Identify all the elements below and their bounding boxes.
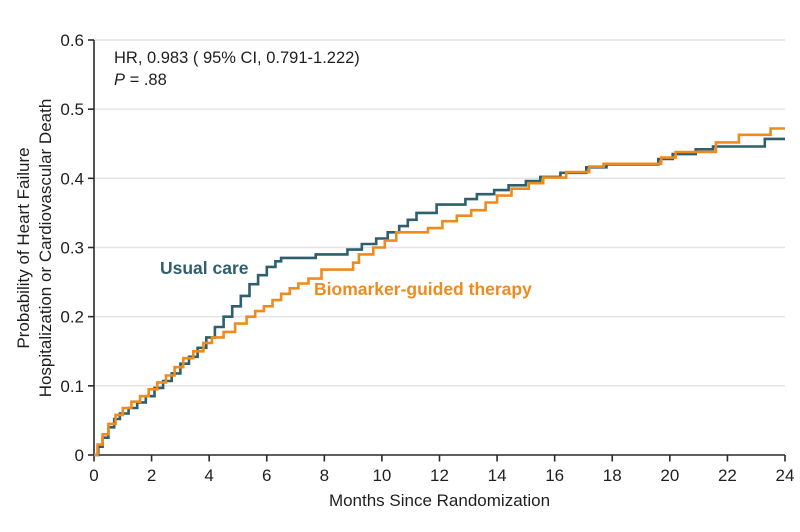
p-value-line: P = .88	[114, 69, 360, 91]
y-tick-label: 0.1	[60, 377, 84, 396]
y-axis-title-line2: Hospitalization or Cardiovascular Death	[36, 98, 55, 398]
p-value: = .88	[125, 71, 167, 89]
x-axis-title: Months Since Randomization	[328, 491, 551, 510]
y-tick-label: 0.5	[60, 100, 84, 119]
x-tick-label: 2	[147, 466, 156, 485]
x-tick-label: 12	[430, 466, 449, 485]
x-tick-label: 18	[603, 466, 622, 485]
y-tick-label: 0.6	[60, 31, 84, 50]
y-tick-label: 0.3	[60, 239, 84, 258]
x-tick-label: 24	[776, 466, 795, 485]
x-tick-label: 8	[320, 466, 329, 485]
y-tick-label: 0	[75, 446, 84, 465]
km-curve-biomarker-guided	[94, 127, 785, 457]
x-tick-label: 16	[545, 466, 564, 485]
x-tick-label: 10	[372, 466, 391, 485]
x-tick-label: 22	[718, 466, 737, 485]
y-axis-title: Probability of Heart Failure Hospitaliza…	[13, 28, 59, 468]
y-tick-label: 0.2	[60, 308, 84, 327]
x-tick-label: 14	[488, 466, 507, 485]
x-tick-label: 0	[89, 466, 98, 485]
x-tick-label: 6	[262, 466, 271, 485]
usual-care-curve-label: Usual care	[160, 258, 249, 278]
biomarker-guided-therapy-curve-label: Biomarker-guided therapy	[314, 279, 532, 299]
hr-annotation: HR, 0.983 ( 95% CI, 0.791-1.222) P = .88	[114, 47, 360, 91]
x-tick-label: 4	[204, 466, 213, 485]
p-symbol: P	[114, 71, 126, 89]
x-tick-label: 20	[660, 466, 679, 485]
y-tick-label: 0.4	[60, 169, 84, 188]
y-axis-title-line1: Probability of Heart Failure	[14, 147, 33, 349]
hr-annotation-line1: HR, 0.983 ( 95% CI, 0.791-1.222)	[114, 49, 360, 67]
